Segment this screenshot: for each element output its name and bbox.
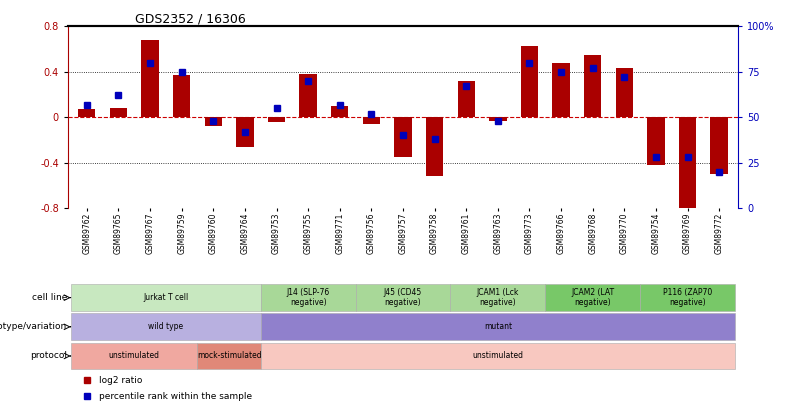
Text: JCAM2 (LAT
negative): JCAM2 (LAT negative) xyxy=(571,288,614,307)
Bar xyxy=(356,284,450,311)
Bar xyxy=(261,313,735,340)
Text: J14 (SLP-76
negative): J14 (SLP-76 negative) xyxy=(286,288,330,307)
Text: unstimulated: unstimulated xyxy=(109,352,160,360)
Text: cell line: cell line xyxy=(32,293,67,302)
Text: log2 ratio: log2 ratio xyxy=(100,376,143,385)
Bar xyxy=(394,117,412,157)
Bar xyxy=(78,109,96,117)
Bar xyxy=(173,75,191,117)
Bar xyxy=(204,117,222,126)
Bar xyxy=(521,46,538,117)
Bar xyxy=(545,284,640,311)
Text: unstimulated: unstimulated xyxy=(472,352,523,360)
Text: GDS2352 / 16306: GDS2352 / 16306 xyxy=(135,12,246,25)
Bar xyxy=(552,63,570,117)
Bar xyxy=(299,74,317,117)
Bar xyxy=(362,117,380,124)
Bar xyxy=(489,117,507,121)
Text: JCAM1 (Lck
negative): JCAM1 (Lck negative) xyxy=(476,288,519,307)
Text: mutant: mutant xyxy=(484,322,512,331)
Text: J45 (CD45
negative): J45 (CD45 negative) xyxy=(384,288,422,307)
Bar xyxy=(584,55,602,117)
Text: P116 (ZAP70
negative): P116 (ZAP70 negative) xyxy=(663,288,712,307)
Bar xyxy=(457,81,475,117)
Bar xyxy=(647,117,665,165)
Text: Jurkat T cell: Jurkat T cell xyxy=(143,293,188,302)
Bar xyxy=(261,284,356,311)
Bar xyxy=(268,117,285,122)
Bar xyxy=(710,117,728,174)
Bar xyxy=(679,117,696,211)
Bar xyxy=(71,284,261,311)
Bar xyxy=(197,343,261,369)
Text: genotype/variation: genotype/variation xyxy=(0,322,67,331)
Bar xyxy=(450,284,545,311)
Bar xyxy=(236,117,254,147)
Bar xyxy=(261,343,735,369)
Bar xyxy=(71,313,261,340)
Bar xyxy=(426,117,444,176)
Bar xyxy=(331,106,349,117)
Text: protocol: protocol xyxy=(30,352,67,360)
Bar xyxy=(615,68,633,117)
Text: wild type: wild type xyxy=(148,322,184,331)
Text: percentile rank within the sample: percentile rank within the sample xyxy=(100,392,253,401)
Bar xyxy=(141,40,159,117)
Bar xyxy=(640,284,735,311)
Bar xyxy=(109,108,127,117)
Text: mock-stimulated: mock-stimulated xyxy=(197,352,262,360)
Bar xyxy=(71,343,197,369)
